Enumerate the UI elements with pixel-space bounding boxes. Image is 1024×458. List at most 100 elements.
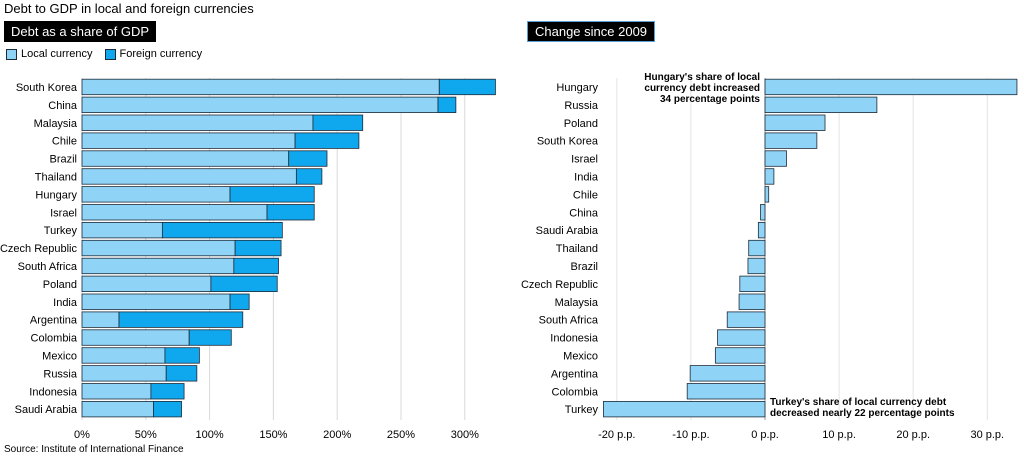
change-bar-poland bbox=[764, 114, 826, 131]
x-tick-label-50: 50% bbox=[135, 429, 157, 441]
change-bar-colombia bbox=[686, 383, 766, 400]
bar-foreign-hungary bbox=[229, 186, 315, 203]
change-category-label-saudi-arabia: Saudi Arabia bbox=[536, 225, 599, 237]
category-label-russia: Russia bbox=[43, 368, 78, 380]
change-category-label-indonesia: Indonesia bbox=[550, 333, 599, 345]
change-category-label-hungary: Hungary bbox=[556, 82, 598, 94]
change-category-label-turkey: Turkey bbox=[565, 404, 599, 416]
category-label-brazil: Brazil bbox=[49, 154, 77, 166]
bar-foreign-brazil bbox=[288, 150, 328, 167]
bar-foreign-india bbox=[229, 293, 250, 310]
change-tick-label-0: 0 p.p. bbox=[751, 429, 779, 441]
change-tick-label-10: 10 p.p. bbox=[822, 429, 856, 441]
change-tick-label-30: 30 p.p. bbox=[970, 429, 1004, 441]
change-bar-south-africa bbox=[726, 311, 766, 328]
change-bar-israel bbox=[764, 150, 787, 167]
legend-local: Local currency bbox=[6, 48, 93, 60]
category-label-israel: Israel bbox=[50, 207, 77, 219]
change-category-label-colombia: Colombia bbox=[552, 386, 599, 398]
legend-foreign-label: Foreign currency bbox=[119, 48, 203, 60]
bar-foreign-russia bbox=[165, 365, 198, 382]
bar-foreign-south-africa bbox=[233, 257, 279, 275]
bar-foreign-indonesia bbox=[150, 383, 185, 400]
bar-foreign-thailand bbox=[295, 168, 323, 185]
change-category-label-china: China bbox=[569, 207, 599, 219]
bar-foreign-saudi-arabia bbox=[153, 400, 182, 418]
change-category-label-mexico: Mexico bbox=[563, 350, 598, 362]
x-tick-label-150: 150% bbox=[259, 429, 287, 441]
change-tick-label--20: -20 p.p. bbox=[598, 429, 635, 441]
category-label-india: India bbox=[53, 297, 78, 309]
change-category-label-russia: Russia bbox=[564, 100, 599, 112]
x-tick-label-100: 100% bbox=[196, 429, 224, 441]
annotation-hungary-line-3: 34 percentage points bbox=[660, 94, 760, 105]
change-category-label-south-africa: South Africa bbox=[539, 315, 599, 327]
legend: Local currency Foreign currency bbox=[6, 48, 214, 60]
legend-local-swatch bbox=[6, 48, 17, 60]
change-category-label-poland: Poland bbox=[564, 118, 598, 130]
bar-foreign-mexico bbox=[164, 347, 200, 364]
bar-foreign-south-korea bbox=[438, 78, 496, 96]
annotation-hungary-line-1: Hungary's share of local bbox=[644, 72, 760, 83]
change-category-label-brazil: Brazil bbox=[570, 261, 598, 273]
annotation-turkey-line-1: Turkey's share of local currency debt bbox=[770, 397, 947, 408]
change-bar-chile bbox=[764, 186, 770, 203]
category-label-colombia: Colombia bbox=[31, 333, 78, 345]
change-bar-mexico bbox=[714, 347, 766, 364]
category-label-saudi-arabia: Saudi Arabia bbox=[15, 404, 78, 416]
bar-foreign-czech-republic bbox=[234, 239, 282, 257]
category-label-chile: Chile bbox=[52, 136, 77, 148]
legend-foreign: Foreign currency bbox=[104, 48, 203, 60]
legend-foreign-swatch bbox=[104, 48, 116, 60]
x-tick-label-250: 250% bbox=[387, 429, 415, 441]
bar-foreign-chile bbox=[294, 132, 360, 149]
category-label-thailand: Thailand bbox=[35, 171, 77, 183]
x-tick-label-300: 300% bbox=[451, 429, 479, 441]
category-label-poland: Poland bbox=[43, 279, 77, 291]
category-label-czech-republic: Czech Republic bbox=[0, 243, 77, 255]
change-bar-saudi-arabia bbox=[757, 221, 766, 239]
change-category-label-south-korea: South Korea bbox=[537, 136, 599, 148]
change-bar-turkey bbox=[603, 400, 766, 418]
change-bar-indonesia bbox=[717, 329, 766, 346]
category-label-malaysia: Malaysia bbox=[34, 118, 78, 130]
category-label-south-africa: South Africa bbox=[18, 261, 78, 273]
x-tick-label-0: 0% bbox=[74, 429, 90, 441]
category-label-hungary: Hungary bbox=[35, 189, 77, 201]
change-category-label-malaysia: Malaysia bbox=[555, 297, 599, 309]
change-bar-thailand bbox=[748, 239, 766, 257]
x-tick-label-200: 200% bbox=[323, 429, 351, 441]
change-tick-label--10: -10 p.p. bbox=[672, 429, 709, 441]
bar-foreign-malaysia bbox=[312, 114, 364, 131]
change-bar-china bbox=[760, 204, 766, 221]
category-label-indonesia: Indonesia bbox=[29, 386, 78, 398]
change-bar-malaysia bbox=[738, 293, 766, 310]
bar-foreign-israel bbox=[266, 204, 315, 221]
source-note: Source: Institute of International Finan… bbox=[4, 444, 184, 455]
category-label-china: China bbox=[48, 100, 78, 112]
bar-foreign-turkey bbox=[161, 221, 283, 239]
annotation-turkey-line-2: decreased nearly 22 percentage points bbox=[770, 408, 955, 419]
bar-foreign-argentina bbox=[118, 311, 244, 328]
change-bar-czech-republic bbox=[739, 275, 766, 293]
left-panel-label: Debt as a share of GDP bbox=[4, 21, 157, 42]
change-bar-hungary bbox=[764, 78, 1018, 96]
category-label-south-korea: South Korea bbox=[16, 82, 78, 94]
change-category-label-argentina: Argentina bbox=[551, 368, 599, 380]
legend-local-label: Local currency bbox=[21, 48, 93, 60]
annotation-hungary-line-2: currency debt increased bbox=[644, 83, 760, 94]
bar-foreign-colombia bbox=[188, 329, 232, 346]
change-bar-argentina bbox=[689, 365, 766, 382]
bar-foreign-poland bbox=[210, 275, 278, 293]
change-bar-south-korea bbox=[764, 132, 818, 149]
bar-foreign-china bbox=[437, 96, 457, 113]
category-label-turkey: Turkey bbox=[44, 225, 78, 237]
change-tick-label-20: 20 p.p. bbox=[896, 429, 930, 441]
change-category-label-czech-republic: Czech Republic bbox=[521, 279, 599, 291]
change-bar-india bbox=[764, 168, 775, 185]
change-bar-brazil bbox=[747, 257, 766, 275]
change-category-label-chile: Chile bbox=[573, 189, 598, 201]
category-label-argentina: Argentina bbox=[30, 315, 78, 327]
